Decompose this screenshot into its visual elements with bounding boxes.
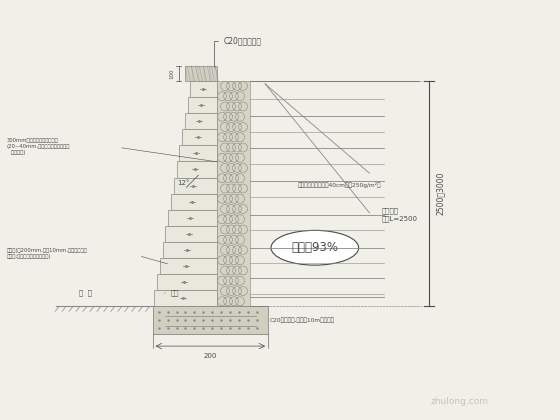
Bar [154,290,217,306]
Text: 200: 200 [204,353,217,359]
Text: C20混凝土压块: C20混凝土压块 [214,36,261,67]
Bar [160,258,217,274]
Bar [168,210,217,226]
Bar [165,226,217,242]
Bar [188,97,217,113]
Bar [162,242,217,258]
Bar [190,81,217,97]
Bar [153,306,268,334]
Bar [157,274,217,290]
Text: 300mm宽配置卧平嵌石或弹石
(20~40mm,从内侧城大长方形孔腊
   排到坦上): 300mm宽配置卧平嵌石或弹石 (20~40mm,从内侧城大长方形孔腊 排到坦上… [6,139,70,155]
Text: 锚固桩(长200mm,节径10mm,正绕面下小孔
对小孔;背绕面下大孔对下小孔): 锚固桩(长200mm,节径10mm,正绕面下小孔 对小孔;背绕面下大孔对下小孔) [6,248,87,259]
Bar [174,178,217,194]
Bar [179,145,217,161]
Text: 100: 100 [170,68,175,79]
Bar [176,161,217,178]
Ellipse shape [271,230,358,265]
Text: zhulong.com: zhulong.com [431,397,489,406]
Text: 平  台: 平 台 [80,290,92,297]
Bar [185,113,217,129]
Text: 12°: 12° [178,180,190,186]
Text: 2500～3000: 2500～3000 [436,172,445,215]
Text: 压实度93%: 压实度93% [291,241,338,254]
Bar [185,66,217,81]
Bar [182,129,217,145]
Text: 反滤土工布，上下各40cm长（250g/m²）: 反滤土工布，上下各40cm长（250g/m²） [298,182,381,188]
Bar [217,81,250,306]
Text: 桥台: 桥台 [170,290,179,297]
Bar [171,194,217,210]
Text: C20素混凝土,沉降编10m设置一道: C20素混凝土,沉降编10m设置一道 [270,318,335,323]
Text: 土工格栊
长度L=2500: 土工格栊 长度L=2500 [381,208,418,222]
